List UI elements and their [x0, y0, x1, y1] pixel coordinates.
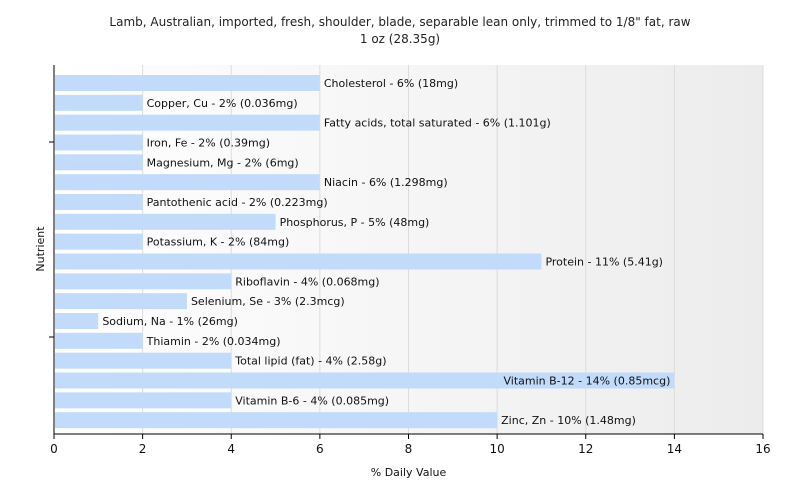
bar — [55, 352, 232, 369]
bar-label: Copper, Cu - 2% (0.036mg) — [147, 97, 298, 110]
bar — [55, 75, 320, 91]
bar-label: Niacin - 6% (1.298mg) — [324, 176, 448, 189]
bar — [55, 174, 320, 191]
x-tick-label: 8 — [405, 442, 413, 456]
bar — [55, 194, 143, 210]
bar-label: Vitamin B-6 - 4% (0.085mg) — [235, 394, 389, 407]
x-tick-label: 4 — [227, 442, 235, 456]
bar-label: Zinc, Zn - 10% (1.48mg) — [501, 414, 636, 427]
x-tick-label: 14 — [667, 442, 682, 456]
bar-label: Protein - 11% (5.41g) — [545, 256, 663, 269]
bar-label: Magnesium, Mg - 2% (6mg) — [147, 156, 299, 169]
x-tick-label: 12 — [578, 442, 593, 456]
bar-label: Selenium, Se - 3% (2.3mcg) — [191, 295, 345, 308]
bar — [55, 313, 99, 329]
bar — [55, 332, 143, 349]
bar-label: Total lipid (fat) - 4% (2.58g) — [234, 355, 386, 368]
x-tick-label: 10 — [489, 442, 504, 456]
bar-label: Pantothenic acid - 2% (0.223mg) — [147, 196, 328, 209]
bar — [55, 392, 232, 409]
bar-label: Potassium, K - 2% (84mg) — [147, 236, 290, 249]
bar — [55, 293, 187, 310]
bar — [55, 372, 675, 389]
x-tick-label: 16 — [755, 442, 770, 456]
bar-label: Phosphorus, P - 5% (48mg) — [280, 216, 430, 229]
bar — [55, 213, 276, 230]
y-axis-title: Nutrient — [34, 226, 47, 272]
chart-subtitle: 1 oz (28.35g) — [359, 32, 441, 46]
bar — [55, 412, 498, 429]
bar — [55, 94, 143, 111]
x-tick-label: 0 — [50, 442, 58, 456]
bar — [55, 114, 320, 131]
bar-label: Fatty acids, total saturated - 6% (1.101… — [324, 117, 551, 130]
bar — [55, 134, 143, 151]
x-tick-label: 2 — [139, 442, 147, 456]
bar-label: Thiamin - 2% (0.034mg) — [146, 335, 281, 348]
x-axis-title: % Daily Value — [371, 466, 447, 479]
bar-label: Iron, Fe - 2% (0.39mg) — [147, 137, 270, 150]
bar-label: Riboflavin - 4% (0.068mg) — [235, 275, 379, 288]
bar-label: Cholesterol - 6% (18mg) — [324, 77, 458, 90]
bar — [55, 233, 143, 250]
bar-label: Vitamin B-12 - 14% (0.85mcg) — [504, 375, 671, 388]
x-tick-label: 6 — [316, 442, 324, 456]
bar — [55, 154, 143, 171]
bar — [55, 253, 542, 270]
bar-label: Sodium, Na - 1% (26mg) — [102, 315, 238, 328]
bar — [55, 273, 232, 290]
chart-title: Lamb, Australian, imported, fresh, shoul… — [109, 15, 691, 29]
